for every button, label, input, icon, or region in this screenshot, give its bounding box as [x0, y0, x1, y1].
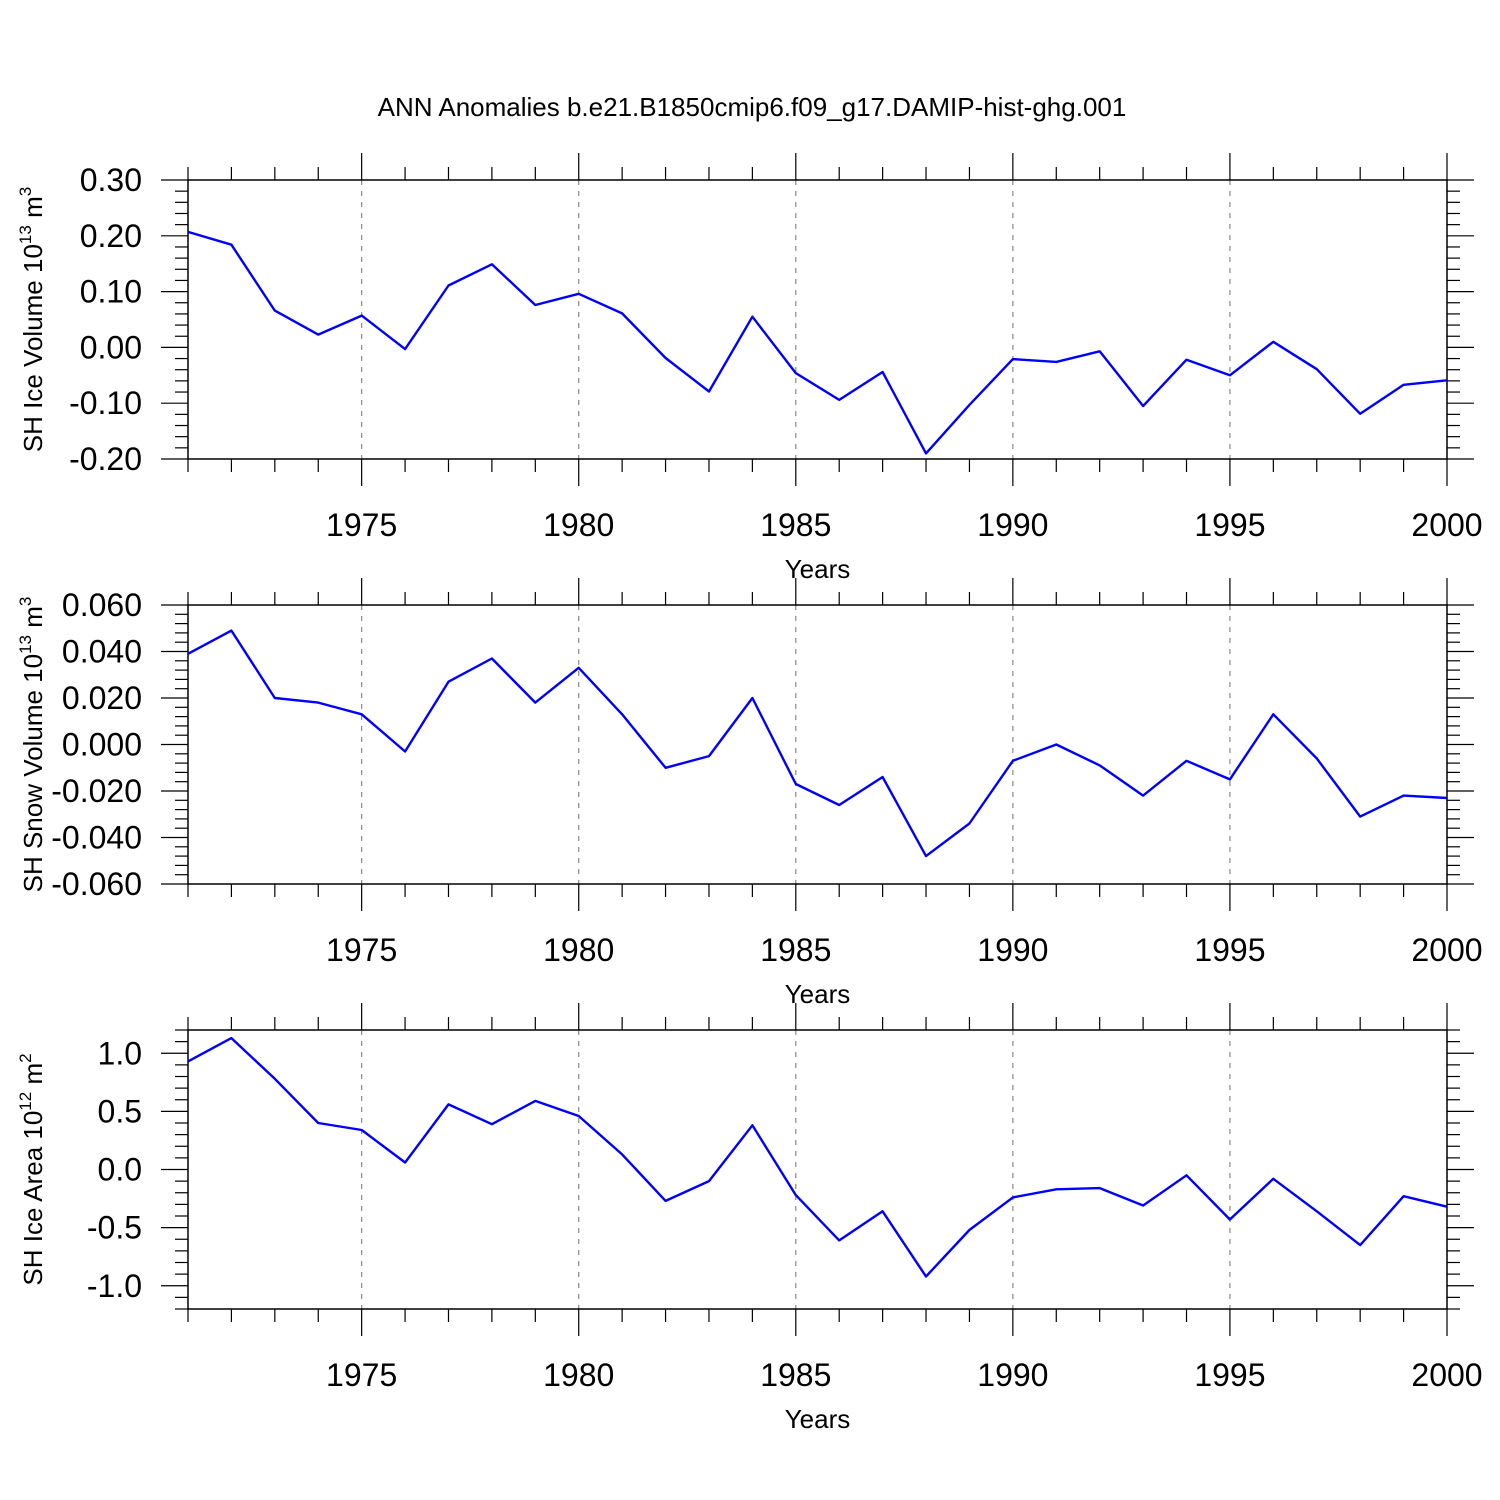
y-tick-label: -0.20: [69, 441, 142, 477]
y-tick-label: -0.040: [51, 820, 142, 856]
x-tick-label: 2000: [1411, 1357, 1482, 1393]
y-tick-label: 0.060: [62, 587, 142, 623]
chart-title: ANN Anomalies b.e21.B1850cmip6.f09_g17.D…: [378, 92, 1127, 122]
plot-frame: [187, 1029, 1448, 1310]
y-tick-label: 1.0: [98, 1035, 142, 1071]
x-tick-label: 1985: [760, 1357, 831, 1393]
y-tick-label: -0.5: [87, 1210, 142, 1246]
y-axis-title: SH Ice Area 1012 m2: [16, 1053, 48, 1285]
x-tick-label: 2000: [1411, 932, 1482, 968]
y-tick-label: -1.0: [87, 1268, 142, 1304]
x-tick-label: 1980: [543, 1357, 614, 1393]
x-tick-label: 1980: [543, 932, 614, 968]
y-axis-title: SH Ice Volume 1013 m3: [16, 187, 48, 452]
chart-panel-3: -1.0 -0.5 0.0 0.5 1.0 1975 1980 1985 1990 1995 200…: [16, 1003, 1483, 1434]
x-tick-label: 1975: [326, 1357, 397, 1393]
y-tick-label: 0.020: [62, 680, 142, 716]
x-tick-label: 1985: [760, 507, 831, 543]
x-tick-label: 1980: [543, 507, 614, 543]
y-tick-label: 0.000: [62, 727, 142, 763]
y-tick-label: 0.20: [80, 218, 142, 254]
x-tick-label: 1975: [326, 507, 397, 543]
x-tick-label: 1995: [1194, 932, 1265, 968]
data-series-line: [187, 1036, 1448, 1278]
y-tick-label: -0.10: [69, 385, 142, 421]
x-tick-label: 1990: [977, 932, 1048, 968]
x-axis-title: Years: [785, 554, 851, 584]
x-axis-title: Years: [785, 979, 851, 1009]
x-tick-label: 1995: [1194, 1357, 1265, 1393]
chart-panel-1: -0.20 -0.10 0.00 0.10 0.20 0.30 1975 1980 1985 19…: [16, 153, 1483, 584]
x-tick-label: 1990: [977, 1357, 1048, 1393]
chart-panel-2: -0.060 -0.040 -0.020 0.000 0.020 0.040 0.060 19…: [16, 578, 1483, 1009]
y-tick-label: -0.020: [51, 773, 142, 809]
x-axis-title: Years: [785, 1404, 851, 1434]
x-tick-label: 1990: [977, 507, 1048, 543]
y-tick-label: 0.00: [80, 329, 142, 365]
data-series-line: [187, 230, 1448, 455]
x-tick-label: 1975: [326, 932, 397, 968]
y-tick-label: 0.30: [80, 162, 142, 198]
y-tick-label: 0.040: [62, 634, 142, 670]
plot-frame: [187, 179, 1448, 460]
y-tick-label: 0.5: [98, 1093, 142, 1129]
y-tick-label: 0.10: [80, 274, 142, 310]
data-series-line: [187, 629, 1448, 858]
plot-frame: [187, 604, 1448, 885]
x-tick-label: 1985: [760, 932, 831, 968]
x-tick-label: 2000: [1411, 507, 1482, 543]
y-tick-label: 0.0: [98, 1152, 142, 1188]
y-tick-label: -0.060: [51, 866, 142, 902]
y-axis-title: SH Snow Volume 1013 m3: [16, 597, 48, 893]
x-tick-label: 1995: [1194, 507, 1265, 543]
